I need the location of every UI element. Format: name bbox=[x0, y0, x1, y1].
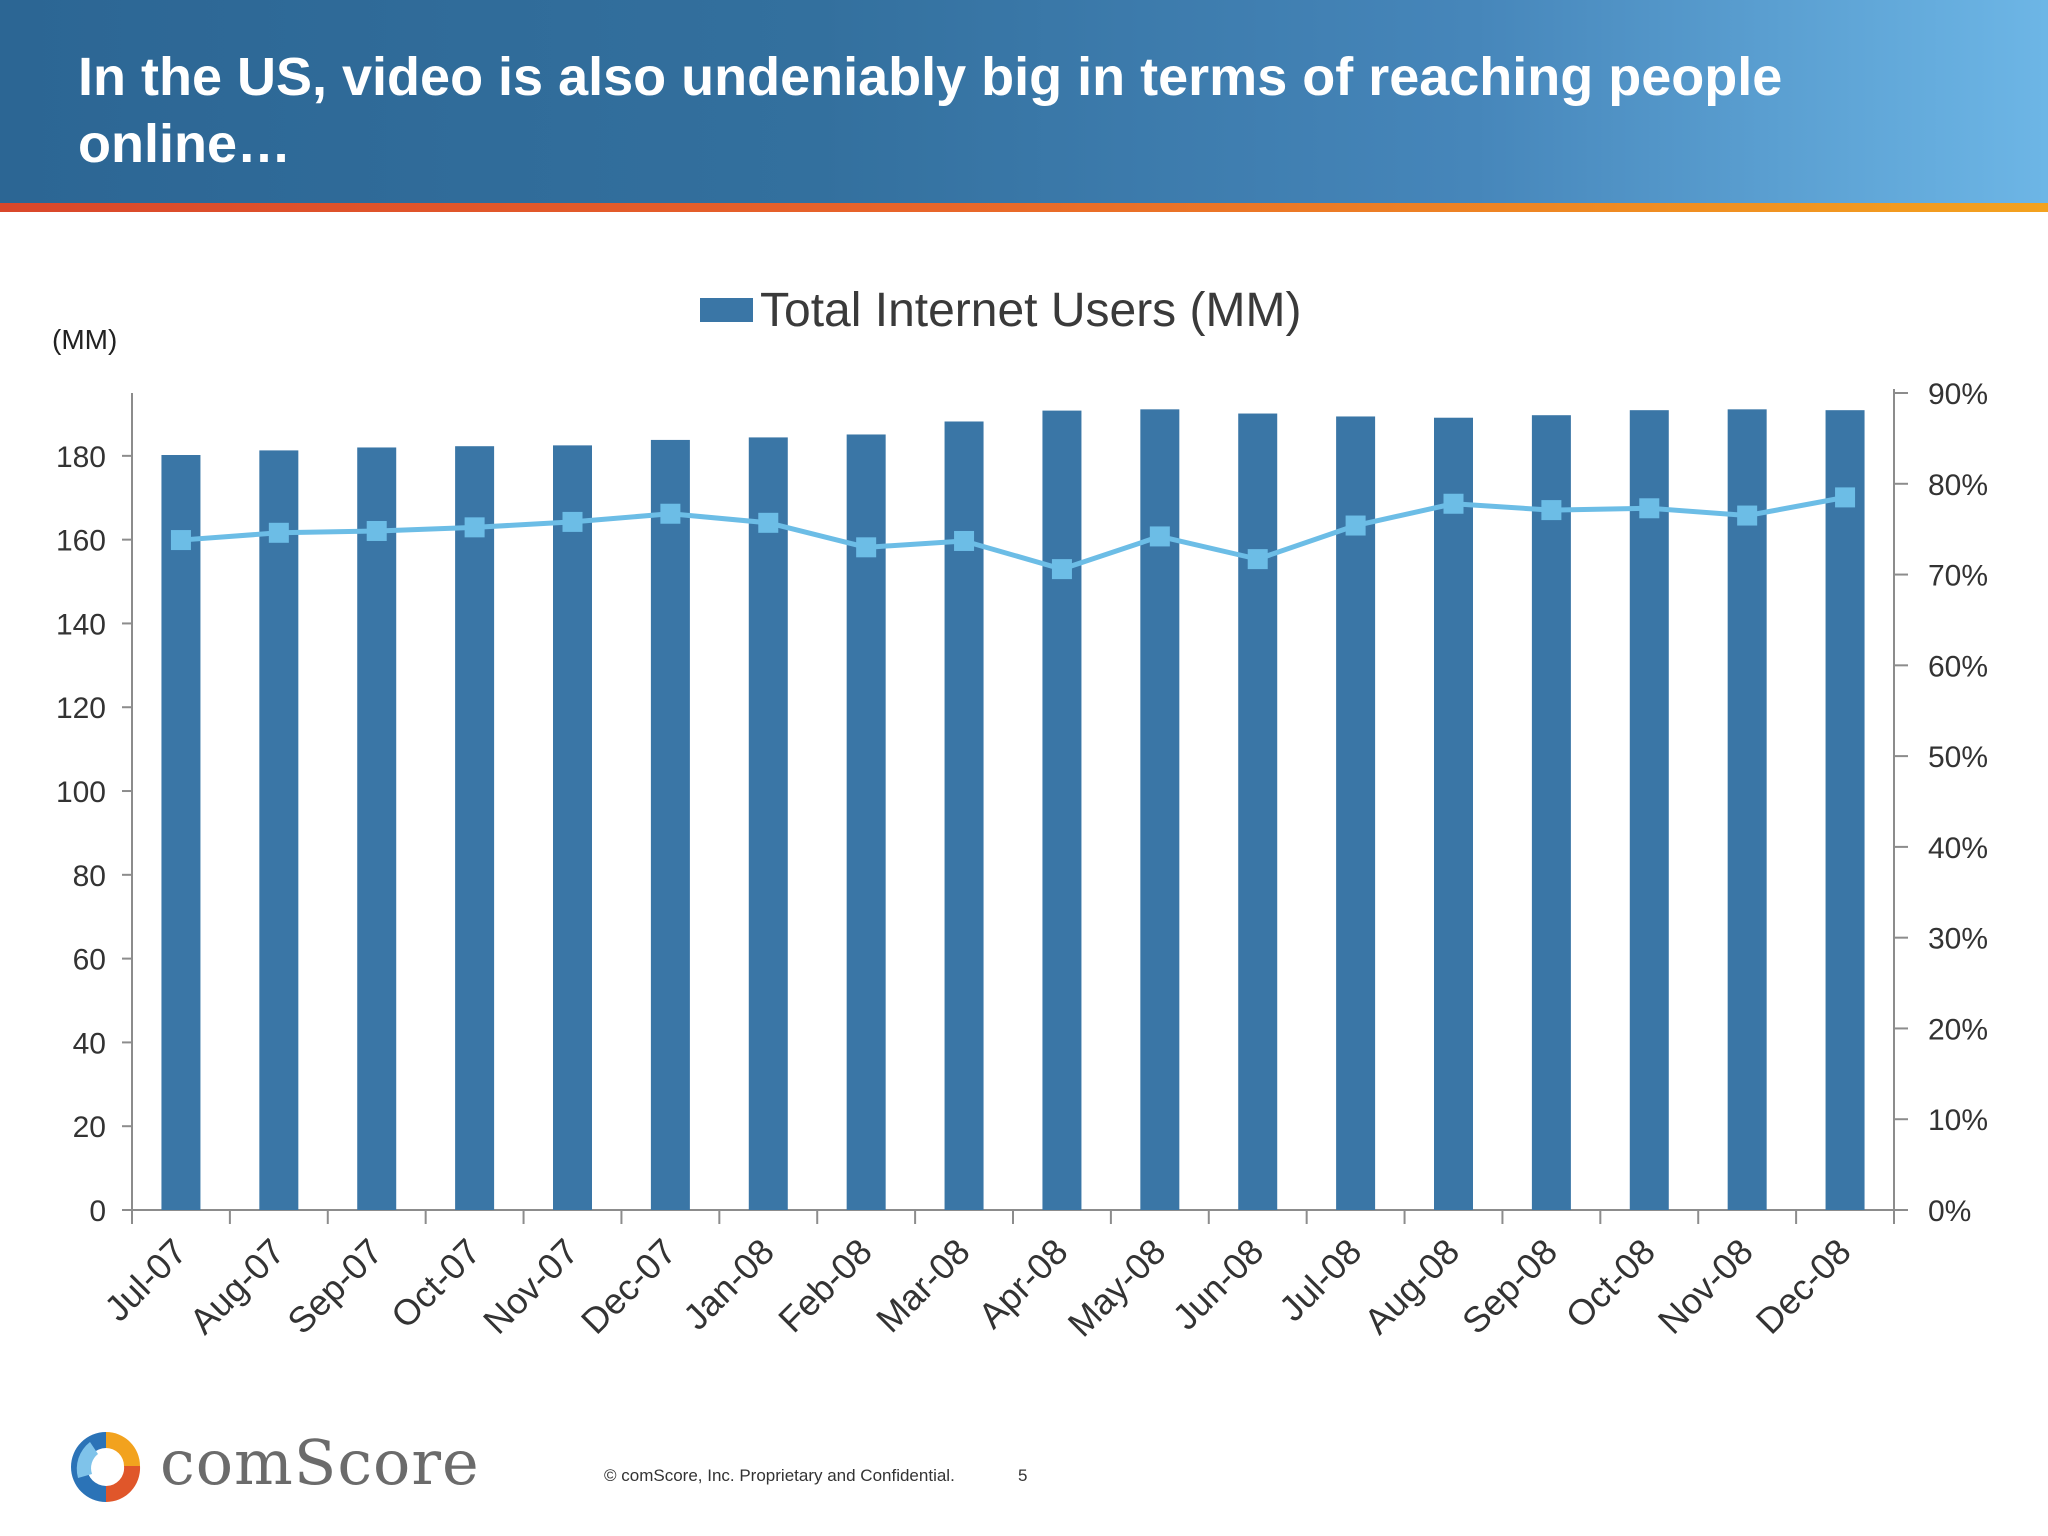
x-tick-label: Aug-07 bbox=[181, 1231, 292, 1342]
x-tick-label: Jul-07 bbox=[96, 1231, 194, 1329]
x-tick-label: Sep-08 bbox=[1454, 1231, 1565, 1342]
right-y-tick-label: 50% bbox=[1928, 741, 1988, 774]
page-number: 5 bbox=[1018, 1466, 1028, 1485]
bar-sep-07 bbox=[357, 447, 397, 1210]
line-marker-sep-08 bbox=[1541, 500, 1562, 521]
line-marker-mar-08 bbox=[954, 530, 975, 551]
bar-jan-08 bbox=[748, 437, 788, 1211]
line-marker-aug-08 bbox=[1443, 493, 1464, 514]
line-marker-feb-08 bbox=[856, 537, 877, 558]
bar-jul-07 bbox=[161, 455, 201, 1211]
line-marker-nov-07 bbox=[562, 511, 583, 532]
bar-jul-08 bbox=[1336, 416, 1376, 1211]
legend-swatch bbox=[700, 298, 753, 322]
footer-copyright: © comScore, Inc. Proprietary and Confide… bbox=[604, 1466, 955, 1485]
right-y-tick-label: 80% bbox=[1928, 469, 1988, 502]
bar-dec-07 bbox=[650, 439, 690, 1210]
left-y-tick-label: 140 bbox=[56, 608, 106, 641]
x-tick-label: Mar-08 bbox=[868, 1231, 978, 1341]
left-y-tick-label: 100 bbox=[56, 776, 106, 809]
comscore-wordmark: comScore bbox=[160, 1426, 480, 1499]
bar-feb-08 bbox=[846, 434, 886, 1210]
bar-jun-08 bbox=[1238, 413, 1278, 1210]
x-tick-label: Feb-08 bbox=[770, 1231, 880, 1341]
left-y-tick-label: 120 bbox=[56, 692, 106, 725]
x-tick-label: Nov-07 bbox=[475, 1231, 586, 1342]
left-y-tick-label: 160 bbox=[56, 525, 106, 558]
x-tick-label: Dec-07 bbox=[573, 1231, 684, 1342]
legend-label: Total Internet Users (MM) bbox=[760, 284, 1301, 337]
bar-mar-08 bbox=[944, 421, 984, 1211]
bar-dec-08 bbox=[1825, 410, 1865, 1210]
x-tick-label: Oct-08 bbox=[1558, 1231, 1663, 1336]
right-y-tick-label: 90% bbox=[1928, 378, 1988, 411]
right-y-tick-label: 10% bbox=[1928, 1104, 1988, 1137]
right-y-tick-label: 40% bbox=[1928, 832, 1988, 865]
bar-apr-08 bbox=[1042, 410, 1082, 1210]
line-marker-nov-08 bbox=[1737, 505, 1758, 526]
line-marker-dec-07 bbox=[660, 503, 681, 524]
right-y-tick-label: 60% bbox=[1928, 650, 1988, 683]
line-marker-jun-08 bbox=[1247, 549, 1268, 570]
bar-sep-08 bbox=[1531, 415, 1571, 1210]
line-marker-sep-07 bbox=[366, 520, 387, 541]
left-y-tick-label: 40 bbox=[73, 1027, 106, 1060]
x-tick-label: Dec-08 bbox=[1748, 1231, 1859, 1342]
line-marker-may-08 bbox=[1149, 526, 1170, 547]
line-marker-aug-07 bbox=[268, 522, 289, 543]
left-y-tick-label: 80 bbox=[73, 860, 106, 893]
right-y-tick-label: 70% bbox=[1928, 560, 1988, 593]
banner-accent-stripe bbox=[0, 203, 2048, 212]
penetration-line bbox=[180, 494, 1846, 572]
left-y-tick-label: 60 bbox=[73, 944, 106, 977]
comscore-logo-mark-icon bbox=[71, 1432, 141, 1502]
line-marker-apr-08 bbox=[1051, 559, 1072, 580]
bar-oct-07 bbox=[455, 446, 495, 1211]
bar-oct-08 bbox=[1629, 410, 1669, 1210]
line-marker-dec-08 bbox=[1835, 487, 1856, 508]
title-banner bbox=[0, 0, 2048, 203]
x-tick-label: Sep-07 bbox=[279, 1231, 390, 1342]
x-tick-label: Apr-08 bbox=[970, 1231, 1075, 1336]
right-y-tick-label: 30% bbox=[1928, 923, 1988, 956]
x-tick-label: May-08 bbox=[1060, 1231, 1174, 1345]
line-marker-oct-07 bbox=[464, 517, 485, 538]
line-marker-jan-08 bbox=[758, 512, 779, 533]
bar-nov-07 bbox=[553, 445, 592, 1210]
bar-aug-07 bbox=[259, 450, 299, 1210]
bar-aug-08 bbox=[1434, 417, 1473, 1210]
bar-nov-08 bbox=[1727, 409, 1767, 1211]
x-tick-label: Jun-08 bbox=[1165, 1231, 1272, 1338]
x-tick-label: Nov-08 bbox=[1650, 1231, 1761, 1342]
x-tick-label: Jul-08 bbox=[1271, 1231, 1369, 1329]
line-marker-oct-08 bbox=[1639, 498, 1660, 519]
y-axis-unit-label: (MM) bbox=[52, 324, 117, 355]
slide-title: In the US, video is also undeniably big … bbox=[78, 47, 1783, 174]
right-y-tick-label: 0% bbox=[1928, 1195, 1971, 1228]
left-y-tick-label: 0 bbox=[89, 1195, 106, 1228]
right-y-tick-label: 20% bbox=[1928, 1013, 1988, 1046]
line-marker-jul-07 bbox=[170, 530, 191, 551]
comscore-logo bbox=[71, 1432, 141, 1502]
x-tick-label: Aug-08 bbox=[1356, 1231, 1467, 1342]
x-tick-label: Oct-07 bbox=[383, 1231, 488, 1336]
x-tick-label: Jan-08 bbox=[675, 1231, 782, 1338]
left-y-tick-label: 20 bbox=[73, 1111, 106, 1144]
line-marker-jul-08 bbox=[1345, 515, 1366, 536]
left-y-tick-label: 180 bbox=[56, 441, 106, 474]
